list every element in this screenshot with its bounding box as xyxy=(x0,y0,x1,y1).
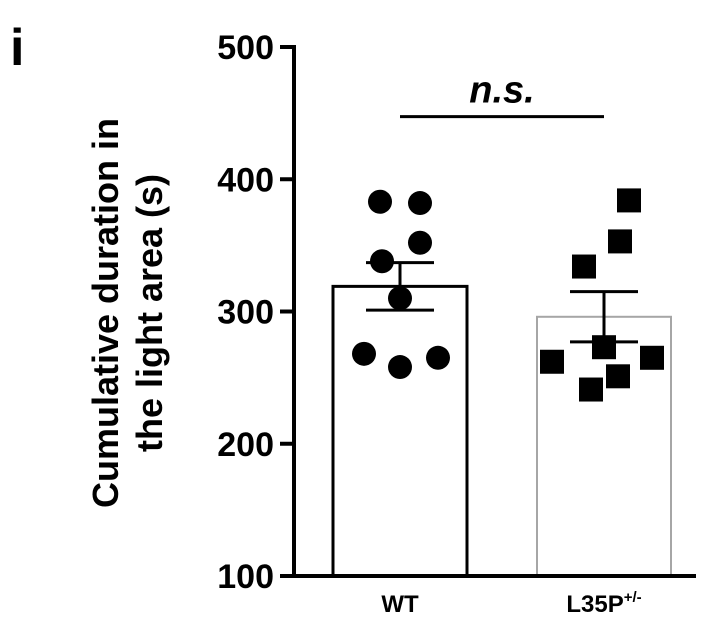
y-tick-label: 400 xyxy=(217,161,274,199)
data-point-square xyxy=(617,188,641,213)
significance-label: n.s. xyxy=(469,70,534,112)
x-categories-group: WT L35P+/- xyxy=(381,589,641,618)
data-point-square xyxy=(640,345,664,370)
data-points-group xyxy=(352,188,664,402)
data-point-square xyxy=(606,364,630,389)
data-point-circle xyxy=(352,341,376,366)
data-point-square xyxy=(608,229,632,254)
data-point-square xyxy=(572,254,596,279)
significance-group: n.s. xyxy=(400,70,604,119)
data-point-circle xyxy=(388,286,412,311)
y-axis-title: Cumulative duration in the light area (s… xyxy=(85,118,170,508)
y-tick-label: 200 xyxy=(217,426,274,464)
x-category-label-text: WT xyxy=(381,591,419,618)
data-point-square xyxy=(579,377,603,402)
data-point-circle xyxy=(408,230,432,255)
y-axis-title-line-1: Cumulative duration in xyxy=(85,118,126,508)
x-category-label-text: L35P xyxy=(566,591,623,618)
data-point-circle xyxy=(426,345,450,370)
y-ticks-group: 100 200 300 400 500 xyxy=(217,29,294,596)
y-tick-label: 500 xyxy=(217,29,274,67)
y-tick-label: 100 xyxy=(217,558,274,596)
data-point-circle xyxy=(388,355,412,380)
data-point-circle xyxy=(408,191,432,216)
x-category-label: L35P+/- xyxy=(566,589,641,618)
bar-wt xyxy=(331,284,469,578)
y-axis-title-line-2: the light area (s) xyxy=(129,174,170,452)
data-point-square xyxy=(540,349,564,374)
panel-label: i xyxy=(10,19,24,77)
y-tick-label: 300 xyxy=(217,294,274,332)
data-point-circle xyxy=(370,249,394,274)
x-category-label: WT xyxy=(381,591,419,618)
data-point-circle xyxy=(368,189,392,214)
bars-group xyxy=(331,284,672,578)
x-category-superscript: +/- xyxy=(624,589,642,606)
data-point-square xyxy=(592,335,616,360)
